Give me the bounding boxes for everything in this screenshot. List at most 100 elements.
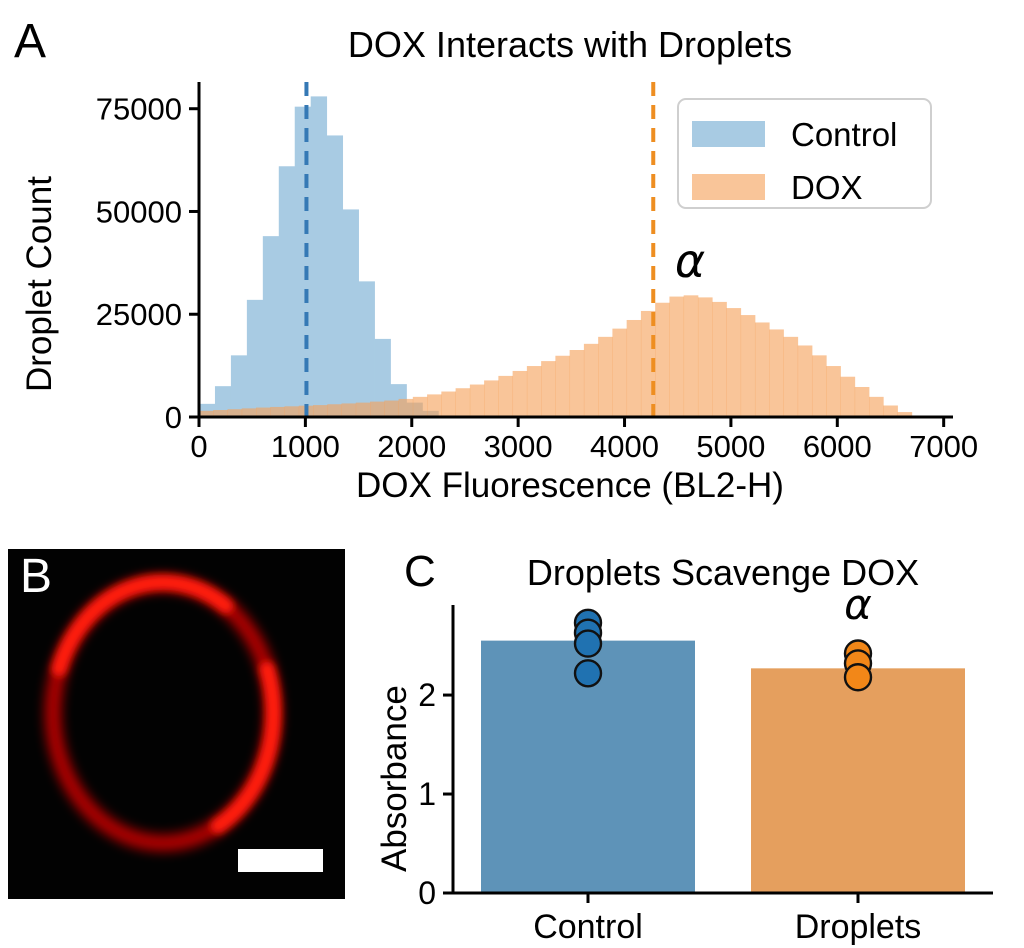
panel-c-label: C: [404, 547, 436, 596]
hist-bar-dox: [669, 296, 685, 417]
panel-a-alpha-annotation: α: [674, 234, 706, 288]
hist-bar-control: [246, 299, 264, 417]
panel-a-y-tick-label: 50000: [96, 194, 182, 229]
hist-bar-dox: [869, 396, 884, 417]
hist-bar-dox: [213, 410, 228, 417]
hist-bar-dox: [412, 396, 428, 417]
panel-a-y-axis-title: Droplet Count: [20, 176, 59, 392]
hist-bar-dox: [384, 400, 399, 417]
legend-label-dox: DOX: [791, 168, 863, 206]
hist-bar-dox: [484, 380, 499, 417]
legend-swatch-dox: [692, 174, 765, 200]
panel-a-x-tick-label: 6000: [803, 429, 872, 464]
legend-item-dox: DOX: [692, 166, 930, 208]
panel-c-y-tick-label: 1: [418, 776, 436, 812]
legend: Control DOX: [677, 98, 932, 209]
panel-c-alpha-annotation: α: [844, 580, 872, 629]
droplet-ring-image: [44, 574, 282, 852]
hist-bar-dox: [783, 336, 799, 417]
panel-b-label: B: [20, 550, 53, 603]
hist-bar-dox: [754, 322, 770, 417]
hist-bar-dox: [826, 366, 841, 417]
hist-bar-dox: [897, 412, 913, 417]
panel-a-x-tick-label: 7000: [909, 429, 978, 464]
hist-bar-dox: [612, 328, 628, 417]
droplet-ring-bright-top-arc: [51, 574, 234, 677]
hist-bar-dox: [469, 384, 485, 417]
panel-c-x-tick-label: Droplets: [795, 908, 922, 946]
hist-bar-dox: [797, 345, 813, 417]
hist-bar-dox: [313, 405, 328, 417]
legend-swatch-control: [692, 121, 765, 147]
panel-a-x-axis-title: DOX Fluorescence (BL2-H): [356, 466, 784, 505]
hist-bar-control: [326, 135, 344, 417]
data-point-control: [573, 629, 603, 658]
hist-bar-dox: [327, 404, 342, 417]
legend-item-control: Control: [692, 113, 930, 155]
hist-bar-dox: [569, 350, 585, 417]
hist-bar-dox: [270, 406, 285, 417]
hist-bar-dox: [370, 401, 385, 417]
hist-bar-dox: [541, 361, 556, 417]
panel-a-x-tick-label: 1000: [271, 429, 340, 464]
hist-bar-dox: [441, 391, 456, 417]
panel-b-micrograph: B: [8, 549, 345, 899]
hist-bar-dox: [341, 403, 357, 417]
hist-bar-dox: [498, 375, 514, 417]
hist-bar-dox: [840, 376, 856, 417]
panel-a-y-tick-label: 75000: [96, 92, 182, 127]
hist-bar-dox: [883, 405, 898, 417]
hist-bar-dox: [199, 410, 214, 417]
panel-c-y-tick-label: 2: [418, 677, 436, 713]
hist-bar-dox: [526, 366, 542, 417]
panel-a-x-tick-label: 5000: [696, 429, 765, 464]
panel-a-x-tick-label: 2000: [377, 429, 446, 464]
hist-bar-dox: [455, 388, 471, 417]
hist-bar-dox: [398, 398, 414, 417]
hist-bar-control: [374, 338, 391, 417]
hist-bar-dox: [427, 394, 442, 417]
hist-bar-dox: [769, 329, 784, 417]
panel-a-x-tick-label: 3000: [484, 429, 553, 464]
hist-bar-control: [310, 96, 328, 417]
hist-bar-dox: [256, 407, 271, 417]
hist-bar-dox: [355, 402, 371, 417]
bar-droplets: [751, 668, 965, 893]
panel-a-x-tick-label: 4000: [590, 429, 659, 464]
hist-bar-dox: [227, 409, 243, 417]
legend-label-control: Control: [791, 115, 898, 153]
hist-bar-dox: [740, 315, 756, 417]
hist-bar-dox: [683, 295, 699, 417]
hist-bar-control: [262, 236, 280, 417]
panel-a-label: A: [14, 15, 47, 68]
hist-bar-dox: [626, 319, 642, 417]
hist-bar-control: [294, 106, 312, 418]
scale-bar: [238, 849, 323, 872]
hist-bar-control: [214, 386, 232, 417]
hist-bar-dox: [241, 408, 257, 417]
hist-bar-dox: [284, 406, 300, 417]
hist-bar-dox: [555, 355, 571, 417]
hist-bar-dox: [854, 386, 870, 417]
hist-bar-dox: [512, 370, 528, 417]
data-point-control: [573, 659, 603, 688]
panel-a-y-tick-label: 0: [165, 400, 182, 435]
hist-bar-control: [358, 281, 375, 417]
droplet-ring-bright-right-arc: [210, 661, 282, 834]
hist-bar-control: [278, 166, 296, 417]
hist-bar-dox: [655, 302, 670, 417]
hist-bar-dox: [811, 355, 827, 417]
panel-a-x-tick-label: 0: [190, 429, 207, 464]
hist-bar-dox: [697, 297, 713, 417]
hist-bar-dox: [712, 301, 727, 417]
data-point-droplets: [843, 663, 873, 692]
panel-c-title: Droplets Scavenge DOX: [526, 552, 920, 593]
hist-bar-control: [230, 355, 248, 417]
hist-bar-dox: [598, 336, 613, 417]
hist-bar-control: [342, 209, 359, 417]
panel-c-y-axis-title: Absorbance: [375, 685, 414, 872]
hist-bar-dox: [583, 343, 599, 417]
panel-a-title: DOX Interacts with Droplets: [347, 24, 793, 65]
